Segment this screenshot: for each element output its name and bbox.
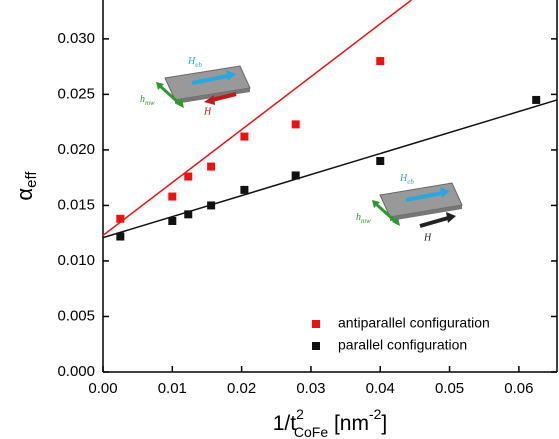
- point: [207, 162, 216, 171]
- point: [240, 185, 249, 194]
- x-tick-label: 0.02: [227, 380, 256, 397]
- y-tick-label: 0.020: [57, 141, 95, 158]
- point: [532, 95, 541, 104]
- x-tick-label: 0.06: [504, 380, 533, 397]
- point: [291, 171, 300, 180]
- svg-text:hmw: hmw: [356, 212, 371, 224]
- svg-text:H: H: [423, 232, 432, 243]
- legend-marker: [312, 342, 320, 350]
- y-tick-label: 0.030: [57, 30, 95, 47]
- inset-diagram: Heb hmw H: [140, 56, 251, 117]
- point: [291, 120, 300, 129]
- x-axis-label: 1/t2 CoFe [nm-2]: [273, 406, 388, 439]
- svg-text:Heb: Heb: [187, 56, 202, 68]
- x-tick-label: 0.04: [366, 380, 395, 397]
- x-tick-label: 0.01: [158, 380, 187, 397]
- inset-diagram: Heb hmw H: [356, 173, 463, 243]
- point: [116, 232, 125, 241]
- y-axis-label: αeff: [12, 171, 40, 201]
- y-tick-label: 0.005: [57, 307, 95, 324]
- point: [184, 172, 193, 181]
- y-tick-label: 0.015: [57, 196, 95, 213]
- svg-text:Heb: Heb: [399, 173, 414, 185]
- point: [168, 216, 177, 225]
- legend-label: antiparallel configuration: [338, 315, 490, 331]
- point: [168, 192, 177, 201]
- legend-label: parallel configuration: [338, 337, 467, 353]
- svg-text:H: H: [203, 106, 212, 117]
- point: [207, 201, 216, 210]
- y-tick-label: 0.010: [57, 252, 95, 269]
- x-tick-label: 0.00: [88, 380, 117, 397]
- point: [240, 132, 249, 141]
- x-tick-label: 0.05: [435, 380, 464, 397]
- point: [376, 57, 385, 66]
- svg-text:hmw: hmw: [140, 94, 155, 106]
- y-tick-label: 0.000: [57, 363, 95, 380]
- legend-marker: [312, 320, 320, 328]
- fit-line: [102, 99, 558, 239]
- point: [116, 214, 125, 223]
- y-tick-label: 0.025: [57, 85, 95, 102]
- point: [184, 210, 193, 219]
- fit-line: [102, 0, 412, 237]
- x-tick-label: 0.03: [296, 380, 325, 397]
- point: [376, 157, 385, 166]
